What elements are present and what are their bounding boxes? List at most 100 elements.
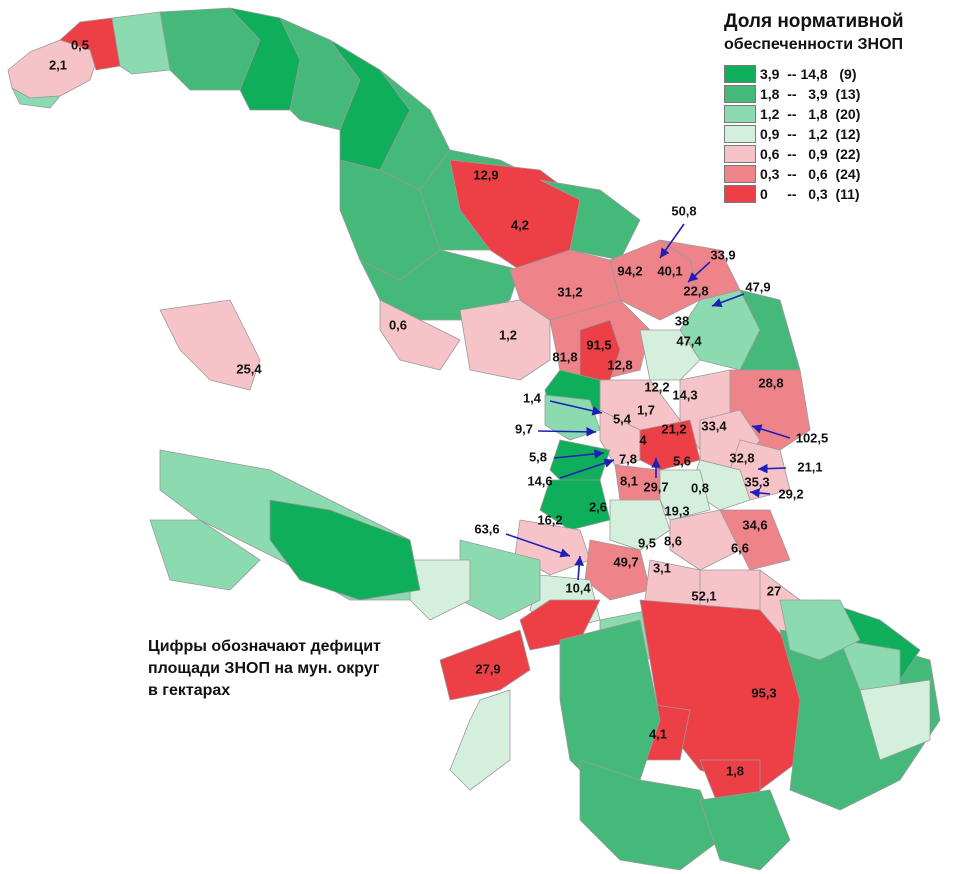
- district-value-label: 14,3: [672, 387, 697, 402]
- district-value-label: 95,3: [751, 685, 776, 700]
- district-value-label: 21,2: [661, 421, 686, 436]
- district-region: [269, 499, 421, 601]
- callout-arrow: [751, 424, 791, 439]
- district-value-label: 40,1: [657, 263, 682, 278]
- district-region: [699, 789, 791, 871]
- callout-arrow: [711, 293, 745, 308]
- district-value-label: 1,7: [637, 402, 655, 417]
- legend-label: 0,9 -- 1,2 (12): [760, 126, 861, 142]
- district-value-label: 12,2: [644, 379, 669, 394]
- map-note: Цифры обозначают дефицит площади ЗНОП на…: [148, 636, 448, 702]
- district-region: [669, 509, 741, 571]
- district-value-label: 16,2: [537, 512, 562, 527]
- district-value-label: 94,2: [617, 263, 642, 278]
- district-value-label: 2,6: [589, 499, 607, 514]
- district-value-label: 47,4: [676, 333, 702, 348]
- district-value-label: 1,8: [726, 763, 744, 778]
- district-value-label: 81,8: [552, 349, 577, 364]
- district-value-label: 5,8: [529, 449, 547, 464]
- district-region: [579, 759, 721, 871]
- note-line: площади ЗНОП на мун. округ: [148, 660, 380, 677]
- legend-label: 0,6 -- 0,9 (22): [760, 146, 861, 162]
- district-value-label: 91,5: [586, 337, 611, 352]
- legend-label: 1,8 -- 3,9 (13): [760, 86, 861, 102]
- district-value-label: 7,8: [619, 451, 637, 466]
- legend-swatch: [724, 145, 756, 163]
- callout-arrows: [505, 223, 791, 581]
- district-value-label: 27: [767, 583, 781, 598]
- callout-arrow: [553, 449, 605, 459]
- legend-label: 0,3 -- 0,6 (24): [760, 166, 861, 182]
- district-value-label: 35,3: [744, 474, 769, 489]
- legend-swatch: [724, 185, 756, 203]
- district-value-label: 3,1: [653, 560, 671, 575]
- district-region: [779, 599, 861, 661]
- callout-arrow: [687, 261, 711, 283]
- district-value-label: 4: [639, 432, 647, 447]
- district-value-label: 29,2: [778, 486, 803, 501]
- legend-label: 0 -- 0,3 (11): [760, 186, 860, 202]
- legend: Доля нормативной обеспеченности ЗНОП 3,9…: [724, 10, 954, 204]
- district-region: [379, 299, 461, 371]
- district-value-label: 33,9: [710, 247, 735, 262]
- district-region: [719, 509, 791, 571]
- district-value-label: 14,6: [527, 473, 552, 488]
- legend-class-0: 3,9 -- 14,8 (9): [724, 64, 954, 84]
- legend-class-1: 1,8 -- 3,9 (13): [724, 84, 954, 104]
- legend-classes: 3,9 -- 14,8 (9) 1,8 -- 3,9 (13) 1,2 -- 1,8…: [724, 64, 954, 204]
- district-region: [439, 629, 531, 701]
- legend-label: 1,2 -- 1,8 (20): [760, 106, 861, 122]
- district-value-label: 47,9: [745, 279, 770, 294]
- district-value-label: 29,7: [643, 479, 668, 494]
- district-value-label: 9,5: [638, 535, 656, 550]
- district-value-label: 49,7: [613, 554, 638, 569]
- callout-arrow: [505, 533, 571, 558]
- callout-arrow: [537, 427, 597, 437]
- district-value-label: 38: [675, 313, 689, 328]
- district-region: [11, 87, 61, 109]
- legend-class-2: 1,2 -- 1,8 (20): [724, 104, 954, 124]
- district-value-label: 0,5: [71, 37, 89, 52]
- district-value-label: 33,4: [701, 418, 727, 433]
- district-value-label: 4,2: [511, 217, 529, 232]
- district-region: [539, 479, 611, 531]
- district-value-label: 25,4: [236, 361, 262, 376]
- district-value-label: 6,6: [731, 540, 749, 555]
- district-value-label: 102,5: [796, 430, 829, 445]
- legend-swatch: [724, 105, 756, 123]
- district-region: [639, 329, 701, 381]
- district-region: [609, 499, 671, 551]
- district-value-label: 8,6: [664, 533, 682, 548]
- district-value-label: 27,9: [475, 661, 500, 676]
- legend-class-5: 0,3 -- 0,6 (24): [724, 164, 954, 184]
- district-value-label: 19,3: [664, 503, 689, 518]
- callout-arrow: [757, 463, 787, 474]
- district-value-label: 10,4: [565, 580, 591, 595]
- district-value-label: 28,8: [758, 375, 783, 390]
- callout-arrow: [749, 488, 771, 498]
- district-value-label: 21,1: [797, 459, 822, 474]
- district-value-label: 22,8: [683, 283, 708, 298]
- district-value-label: 5,4: [613, 411, 632, 426]
- district-value-label: 8,1: [620, 473, 638, 488]
- legend-title: Доля нормативной: [724, 11, 904, 32]
- district-region: [559, 619, 661, 791]
- legend-class-3: 0,9 -- 1,2 (12): [724, 124, 954, 144]
- map-regions: [7, 7, 941, 871]
- district-value-label: 5,6: [673, 453, 691, 468]
- district-region: [859, 679, 931, 761]
- district-region: [159, 299, 261, 391]
- district-value-label: 52,1: [691, 588, 716, 603]
- district-value-label: 34,6: [742, 517, 767, 532]
- district-region: [544, 394, 601, 441]
- district-value-label: 31,2: [557, 284, 582, 299]
- district-value-label: 4,1: [649, 726, 667, 741]
- note-line: в гектарах: [148, 682, 231, 699]
- district-value-label: 32,8: [729, 450, 754, 465]
- district-value-label: 12,9: [473, 167, 498, 182]
- district-labels: 0,5 2,1 12,9 4,2 50,8 33,9 94,2 40,122,8 47,9 31,…: [49, 37, 828, 778]
- district-value-label: 0,6: [389, 317, 407, 332]
- district-value-label: 1,2: [499, 327, 517, 342]
